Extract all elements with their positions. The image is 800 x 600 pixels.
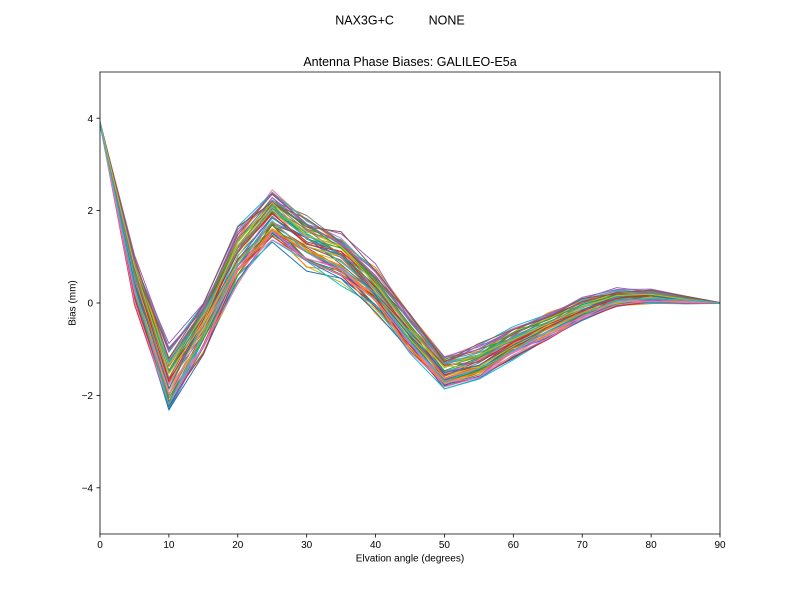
svg-text:70: 70 <box>577 540 589 551</box>
svg-text:80: 80 <box>646 540 658 551</box>
svg-text:NAX3G+C NONE: NAX3G+C NONE <box>335 14 465 28</box>
svg-text:10: 10 <box>163 540 175 551</box>
svg-text:−2: −2 <box>82 391 94 402</box>
svg-text:0: 0 <box>97 540 103 551</box>
svg-text:30: 30 <box>301 540 313 551</box>
svg-text:90: 90 <box>714 540 726 551</box>
svg-text:−4: −4 <box>82 483 94 494</box>
svg-text:Elvation angle (degrees): Elvation angle (degrees) <box>356 554 464 565</box>
svg-text:Antenna Phase Biases: GALILEO-: Antenna Phase Biases: GALILEO-E5a <box>303 55 516 69</box>
svg-text:2: 2 <box>87 206 93 217</box>
svg-text:4: 4 <box>87 114 93 125</box>
svg-text:40: 40 <box>370 540 382 551</box>
svg-text:50: 50 <box>439 540 451 551</box>
svg-text:20: 20 <box>232 540 244 551</box>
svg-text:0: 0 <box>87 299 93 310</box>
svg-text:Bias (mm): Bias (mm) <box>68 280 79 326</box>
svg-text:60: 60 <box>508 540 520 551</box>
